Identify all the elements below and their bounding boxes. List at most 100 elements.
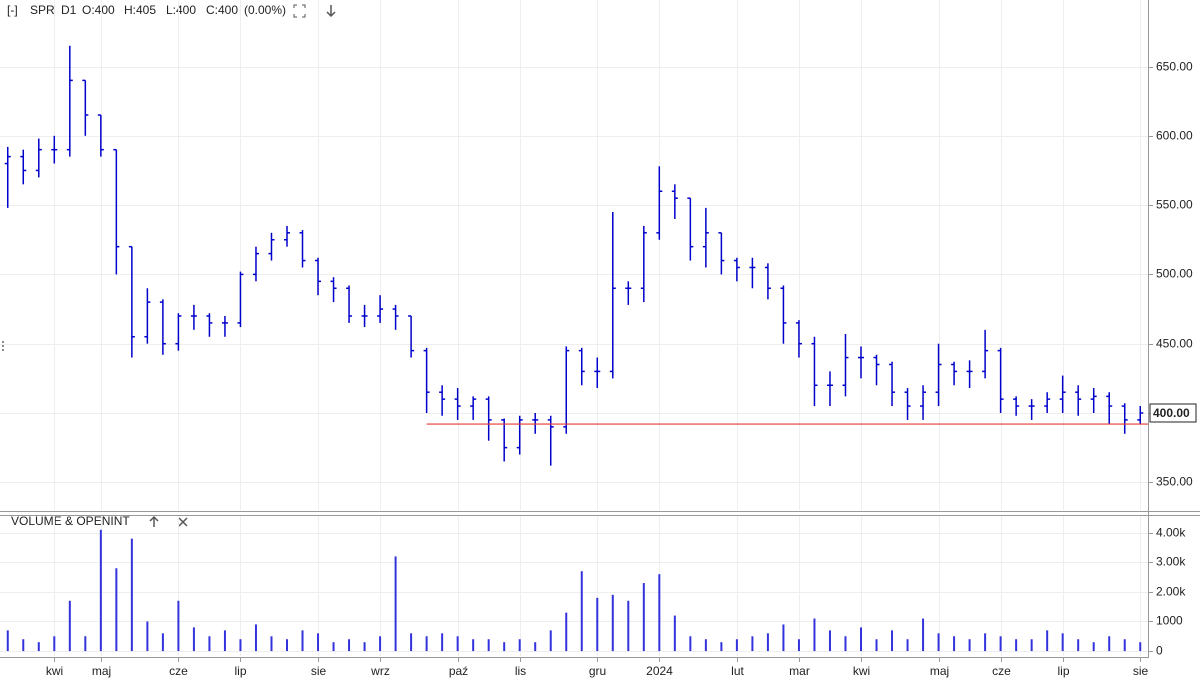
- volume-bar: [161, 633, 164, 652]
- ohlc-bar: [284, 225, 290, 247]
- ohlc-bar: [175, 313, 182, 351]
- volume-bar: [192, 627, 195, 652]
- x-tick-label: mar: [789, 664, 810, 678]
- change-value: (0.00%): [244, 3, 286, 17]
- volume-bar: [782, 624, 785, 652]
- volume-bar: [797, 639, 800, 652]
- y-tick-label: 550.00: [1156, 198, 1193, 212]
- volume-bar: [549, 630, 552, 652]
- volume-bar: [1108, 636, 1111, 652]
- ohlc-bar: [1059, 375, 1066, 413]
- ohlc-bar: [873, 354, 880, 386]
- volume-bar: [642, 583, 645, 652]
- ohlc-bar: [408, 315, 415, 358]
- volume-bar: [115, 568, 118, 652]
- last-price-box: [1149, 403, 1197, 423]
- ohlc-bar: [702, 207, 709, 268]
- ohlc-bar: [733, 257, 740, 282]
- ohlc-bar: [982, 329, 989, 379]
- ohlc-bar: [951, 361, 958, 386]
- ohlc-bar: [299, 230, 306, 268]
- volume-bar: [751, 636, 754, 652]
- collapse-button[interactable]: [-]: [7, 3, 18, 17]
- volume-bar: [673, 615, 676, 652]
- pane-handle[interactable]: [2, 341, 4, 351]
- maximize-icon[interactable]: [293, 4, 306, 18]
- ohlc-bar: [82, 79, 89, 136]
- ohlc-bar: [97, 114, 104, 157]
- y-tick-label: 1000: [1156, 614, 1183, 628]
- x-tick-label: kwi: [853, 664, 870, 678]
- volume-bar: [1015, 639, 1018, 652]
- ohlc-bar: [221, 315, 228, 337]
- x-tick-label: paź: [449, 664, 468, 678]
- ohlc-bar: [144, 288, 151, 344]
- ohlc-bar: [206, 313, 213, 337]
- volume-bar: [270, 636, 273, 652]
- volume-bar: [22, 639, 25, 652]
- ohlc-bar: [640, 225, 647, 303]
- x-tick-label: gru: [589, 664, 606, 678]
- volume-bar: [844, 636, 847, 652]
- ohlc-bar: [346, 285, 353, 323]
- volume-bar: [301, 630, 304, 652]
- ohlc-bar: [889, 361, 896, 407]
- volume-bar: [472, 639, 475, 652]
- ohlc-bar: [997, 347, 1004, 413]
- ohlc-bar: [1075, 385, 1082, 416]
- header: [-] SPR D1 O:400 H:405 L:400 C:400 (0.00…: [2, 3, 336, 351]
- volume-bar: [999, 636, 1002, 652]
- x-tick-label: lut: [731, 664, 744, 678]
- ohlc-bar: [718, 232, 725, 275]
- volume-bar: [1030, 639, 1033, 652]
- volume-bar: [875, 639, 878, 652]
- ohlc-bar: [128, 245, 135, 358]
- ohlc-bar: [563, 346, 570, 434]
- download-icon[interactable]: [326, 5, 336, 18]
- volume-bar: [891, 630, 894, 652]
- volume-bar: [441, 633, 444, 652]
- volume-bar: [534, 642, 537, 652]
- volume-bar: [286, 639, 288, 652]
- ohlc-bar: [330, 277, 337, 303]
- ohlc-bar: [1137, 406, 1144, 425]
- x-tick-label: lip: [234, 664, 246, 678]
- volume-bar: [984, 633, 987, 652]
- ohlc-bar: [826, 371, 833, 407]
- volume-bar: [456, 636, 459, 652]
- move-up-icon[interactable]: [149, 515, 159, 527]
- ohlc-bar: [904, 388, 911, 420]
- ohlc-bar: [392, 304, 399, 330]
- marks: [4, 45, 1148, 652]
- ohlc-bar: [470, 396, 477, 420]
- ohlc-bar: [578, 347, 585, 386]
- ohlc-bar: [454, 388, 461, 420]
- ohlc-bar: [516, 415, 523, 455]
- ohlc-bar: [501, 418, 508, 462]
- volume-bar: [1092, 642, 1095, 652]
- volume-bar: [766, 633, 769, 652]
- ohlc-bar: [439, 385, 446, 416]
- ohlc-bar: [532, 412, 539, 434]
- y-tick-label: 350.00: [1156, 475, 1193, 489]
- timeframe: D1: [61, 3, 77, 17]
- y-tick-label: 500.00: [1156, 267, 1193, 281]
- volume-bar: [922, 618, 925, 652]
- ohlc-bar: [795, 320, 802, 358]
- volume-bar: [53, 636, 56, 652]
- ohlc-bar: [656, 166, 663, 240]
- volume-bar: [394, 556, 397, 652]
- volume-bar: [704, 639, 707, 652]
- ohlc-bar: [1090, 388, 1097, 413]
- volume-bar: [363, 642, 366, 652]
- volume-bar: [953, 636, 956, 652]
- y-tick-label: 650.00: [1156, 60, 1193, 74]
- ohlc-bar: [315, 257, 322, 296]
- close-icon[interactable]: [178, 517, 188, 527]
- volume-bar: [6, 630, 9, 652]
- volume-bar: [1061, 633, 1064, 652]
- ohlc-bar: [1044, 392, 1051, 413]
